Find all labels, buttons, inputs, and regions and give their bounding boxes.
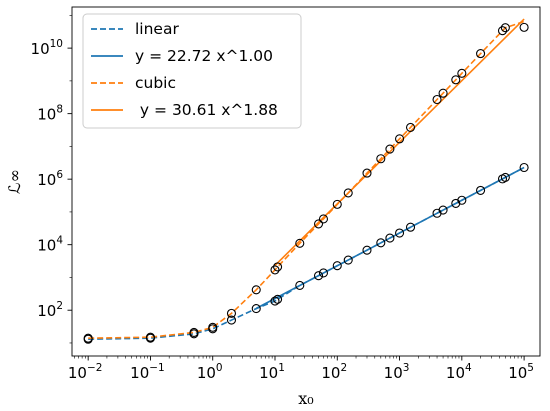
marker-linear: [457, 195, 467, 205]
plot-area: [71, 6, 541, 357]
marker-linear: [376, 238, 386, 248]
series-line-0: [88, 166, 525, 341]
x-tick-label: 105: [508, 362, 534, 382]
marker-cubic: [226, 308, 237, 318]
x-tick-label: 10−2: [68, 362, 103, 382]
marker-linear: [405, 222, 416, 232]
legend-label: y = 22.72 x^1.00: [135, 47, 273, 65]
marker-linear: [343, 255, 353, 265]
x-tick-label: 104: [446, 362, 472, 382]
marker-cubic: [208, 322, 218, 332]
marker-linear: [251, 304, 261, 314]
marker-linear: [519, 162, 529, 173]
y-tick-label: 106: [37, 169, 63, 189]
marker-cubic: [457, 68, 467, 78]
marker-cubic: [318, 214, 329, 224]
marker-linear: [500, 172, 510, 182]
y-tick-label: 104: [37, 235, 63, 255]
marker-cubic: [476, 49, 486, 59]
data-markers: [83, 22, 529, 344]
x-tick-label: 10−1: [130, 362, 165, 382]
marker-linear: [385, 233, 395, 243]
marker-linear: [362, 245, 372, 255]
y-tick-label: 1010: [31, 38, 63, 58]
series-lines: [88, 18, 525, 341]
marker-cubic: [83, 333, 93, 343]
marker-cubic: [500, 23, 510, 33]
x-tick-label: 101: [259, 362, 285, 382]
marker-cubic: [295, 238, 305, 248]
marker-linear: [226, 315, 237, 325]
marker-cubic: [394, 134, 405, 144]
y-axis: 102 104 106 108 1010: [31, 15, 72, 344]
marker-linear: [270, 296, 280, 306]
marker-linear: [318, 268, 329, 278]
marker-cubic: [405, 122, 416, 132]
marker-cubic: [145, 332, 155, 342]
marker-cubic: [273, 262, 283, 272]
marker-cubic: [189, 327, 199, 337]
y-axis-label: ℒ∞: [5, 169, 24, 194]
series-line-1: [255, 166, 525, 310]
marker-linear: [295, 280, 305, 290]
legend-label: y = 30.61 x^1.88: [135, 101, 278, 119]
marker-cubic: [251, 285, 261, 295]
marker-linear: [476, 185, 486, 195]
marker-cubic: [519, 22, 529, 32]
x-axis-label: x₀: [298, 389, 313, 408]
marker-linear: [273, 294, 283, 304]
marker-cubic: [497, 26, 508, 36]
marker-linear: [438, 205, 448, 215]
marker-cubic: [451, 75, 461, 85]
marker-cubic: [362, 168, 372, 178]
y-tick-label: 108: [37, 104, 63, 124]
marker-linear: [394, 228, 405, 238]
marker-cubic: [313, 219, 324, 229]
series-line-3: [274, 18, 525, 267]
marker-cubic: [385, 144, 395, 154]
legend: linear y = 22.72 x^1.00 cubic y = 30.61 x^…: [82, 13, 302, 129]
y-tick-label: 102: [37, 300, 63, 320]
x-tick-label: 102: [321, 362, 347, 382]
series-line-2: [88, 20, 525, 339]
legend-box: [82, 13, 302, 129]
x-tick-label: 100: [197, 362, 223, 382]
marker-linear: [313, 271, 324, 281]
plot-frame: [71, 6, 541, 357]
marker-cubic: [343, 188, 353, 198]
x-tick-label: 103: [384, 362, 410, 382]
marker-cubic: [332, 199, 342, 209]
marker-cubic: [270, 265, 280, 275]
marker-cubic: [376, 154, 386, 164]
x-axis: 10−2 10−1 100 101 102 103 104 105: [68, 356, 534, 382]
marker-cubic: [432, 94, 442, 105]
marker-cubic: [438, 88, 448, 98]
legend-label: linear: [135, 20, 179, 38]
marker-linear: [332, 261, 342, 271]
legend-label: cubic: [135, 74, 176, 92]
